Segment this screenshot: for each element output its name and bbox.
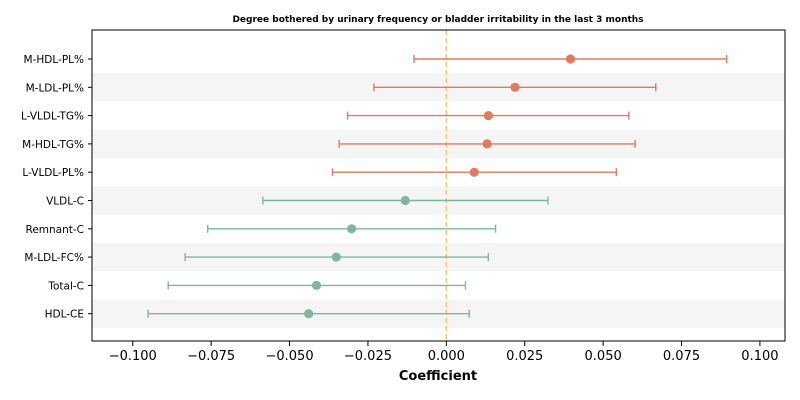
estimate-row [413, 54, 728, 64]
estimate-row [147, 309, 470, 319]
point-estimate [482, 139, 492, 149]
point-estimate [469, 167, 479, 177]
estimate-row [338, 139, 636, 149]
y-tick-label: M-LDL-PL% [26, 82, 84, 94]
y-tick-label: HDL-CE [45, 309, 84, 321]
y-tick-label: L-VLDL-PL% [22, 167, 84, 179]
point-estimate [483, 111, 493, 121]
estimate-row [262, 195, 549, 206]
point-estimate [311, 280, 322, 290]
point-estimate [565, 54, 576, 64]
y-tick-label: Remnant-C [26, 224, 85, 236]
x-axis: −0.100 −0.075 −0.050 −0.025 0.000 0.025 0.050 0… [109, 341, 779, 364]
point-estimate [304, 309, 314, 319]
point-estimate [331, 252, 341, 262]
x-tick-label: −0.100 [109, 349, 157, 364]
y-tick-label: M-HDL-PL% [24, 54, 84, 66]
point-estimate [347, 224, 357, 234]
point-estimate [400, 195, 410, 206]
y-tick-label: Total-C [47, 280, 84, 292]
y-tick-label: M-LDL-FC% [24, 252, 84, 264]
y-axis: M-HDL-PL% M-LDL-PL% L-VLDL-TG% M-HDL-TG% L-V… [21, 54, 92, 321]
x-tick-label: 0.100 [741, 349, 778, 364]
x-tick-label: −0.025 [344, 349, 392, 364]
y-tick-label: L-VLDL-TG% [21, 111, 84, 123]
x-tick-label: 0.000 [428, 349, 465, 364]
y-tick-label: M-HDL-TG% [22, 139, 84, 151]
estimate-row [373, 82, 657, 92]
plot-marks [147, 54, 728, 319]
chart-title: Degree bothered by urinary frequency or … [232, 15, 643, 25]
point-estimate [510, 82, 520, 92]
estimate-row [346, 111, 630, 121]
y-tick-label: VLDL-C [46, 196, 84, 208]
x-tick-label: 0.025 [506, 349, 543, 364]
x-tick-label: −0.075 [187, 349, 235, 364]
estimate-row [184, 252, 490, 262]
x-tick-label: 0.075 [663, 349, 700, 364]
x-axis-label: Coefficient [399, 369, 477, 384]
estimate-row [167, 280, 467, 290]
x-tick-label: 0.050 [585, 349, 622, 364]
estimate-row [331, 167, 617, 177]
plot-frame [91, 29, 786, 342]
estimate-row [207, 224, 497, 234]
x-tick-label: −0.050 [265, 349, 313, 364]
